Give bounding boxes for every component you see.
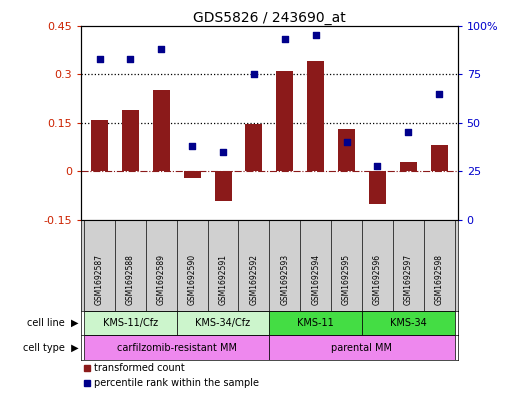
Bar — [400, 162, 417, 171]
Text: KMS-11/Cfz: KMS-11/Cfz — [103, 318, 158, 328]
Text: KMS-11: KMS-11 — [297, 318, 334, 328]
Point — [157, 46, 165, 52]
Bar — [338, 129, 355, 171]
Point — [249, 71, 258, 77]
Bar — [153, 90, 170, 171]
Bar — [214, 171, 232, 200]
Text: parental MM: parental MM — [332, 343, 392, 353]
Text: GSM1692587: GSM1692587 — [95, 254, 104, 305]
Text: GSM1692588: GSM1692588 — [126, 254, 135, 305]
Text: KMS-34/Cfz: KMS-34/Cfz — [196, 318, 251, 328]
Point — [95, 55, 104, 62]
Text: GSM1692593: GSM1692593 — [280, 254, 289, 305]
Bar — [430, 145, 448, 171]
Bar — [84, 335, 269, 360]
Text: GSM1692595: GSM1692595 — [342, 254, 351, 305]
Point — [126, 55, 134, 62]
Text: carfilzomib-resistant MM: carfilzomib-resistant MM — [117, 343, 237, 353]
Point — [188, 143, 196, 149]
Text: GSM1692591: GSM1692591 — [219, 254, 228, 305]
Bar — [362, 310, 454, 335]
Text: GSM1692590: GSM1692590 — [188, 254, 197, 305]
Title: GDS5826 / 243690_at: GDS5826 / 243690_at — [193, 11, 346, 24]
Text: GSM1692598: GSM1692598 — [435, 254, 444, 305]
Text: cell line  ▶: cell line ▶ — [27, 318, 78, 328]
Bar — [245, 124, 263, 171]
Point — [373, 162, 382, 169]
Text: cell type  ▶: cell type ▶ — [23, 343, 78, 353]
Text: GSM1692592: GSM1692592 — [249, 254, 258, 305]
Bar — [177, 310, 269, 335]
Point — [404, 129, 413, 136]
Text: GSM1692589: GSM1692589 — [157, 254, 166, 305]
Text: transformed count: transformed count — [94, 363, 185, 373]
Bar — [84, 310, 177, 335]
Bar — [276, 71, 293, 171]
Point — [219, 149, 227, 155]
Bar — [307, 61, 324, 171]
Text: GSM1692597: GSM1692597 — [404, 254, 413, 305]
Bar — [122, 110, 139, 171]
Text: KMS-34: KMS-34 — [390, 318, 427, 328]
Bar — [369, 171, 386, 204]
Bar — [184, 171, 201, 178]
Text: GSM1692596: GSM1692596 — [373, 254, 382, 305]
Point — [435, 90, 444, 97]
Point — [343, 139, 351, 145]
Text: GSM1692594: GSM1692594 — [311, 254, 320, 305]
Text: percentile rank within the sample: percentile rank within the sample — [94, 378, 259, 387]
Bar — [269, 335, 454, 360]
Bar — [91, 119, 108, 171]
Point — [281, 36, 289, 42]
Bar — [269, 310, 362, 335]
Point — [312, 32, 320, 39]
